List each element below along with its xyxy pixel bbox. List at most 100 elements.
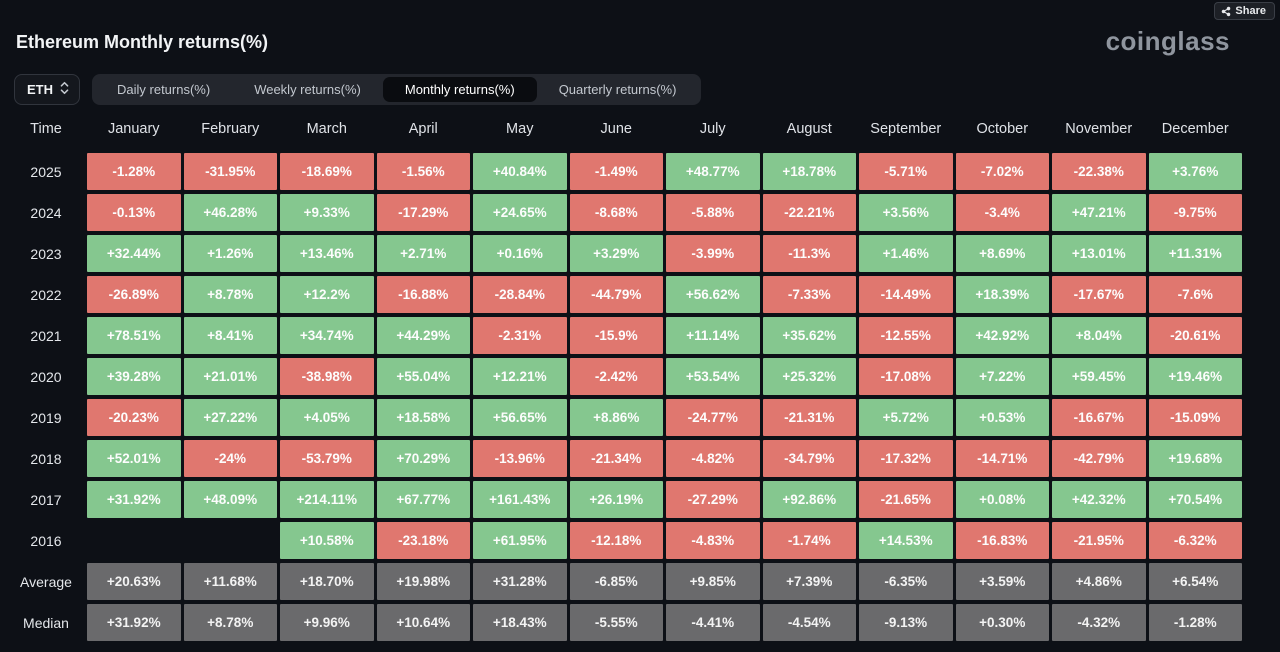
row-label-2024: 2024 (30, 204, 62, 221)
symbol-select-value: ETH (27, 82, 53, 97)
return-cell: +19.98% (376, 563, 470, 600)
return-cell: +0.53% (955, 399, 1049, 436)
return-cell: +21.01% (183, 358, 277, 395)
return-cell: -6.35% (859, 563, 953, 600)
return-cell: -24% (183, 440, 277, 477)
return-cell: +42.92% (955, 317, 1049, 354)
return-cell: -4.32% (1052, 604, 1146, 641)
month-column-header: November (1065, 120, 1133, 137)
return-cell: +3.56% (859, 194, 953, 231)
return-cell: +27.22% (183, 399, 277, 436)
return-cell: -12.55% (859, 317, 953, 354)
tab-daily[interactable]: Daily returns(%) (117, 82, 211, 97)
return-cell: +25.32% (762, 358, 856, 395)
month-column-header: June (600, 120, 632, 137)
return-cell: -17.29% (376, 194, 470, 231)
share-button[interactable]: Share (1214, 2, 1275, 20)
return-cell: -26.89% (87, 276, 181, 313)
tab-monthly[interactable]: Monthly returns(%) (382, 77, 537, 102)
return-cell: -13.96% (473, 440, 567, 477)
return-cell: +8.78% (183, 276, 277, 313)
return-cell: +18.58% (376, 399, 470, 436)
month-column-header: October (976, 120, 1029, 137)
month-column-header: September (870, 120, 942, 137)
return-cell: -27.29% (666, 481, 760, 518)
tab-weekly[interactable]: Weekly returns(%) (254, 82, 361, 97)
return-cell: -14.71% (955, 440, 1049, 477)
return-cell: -6.85% (569, 563, 663, 600)
share-icon (1221, 6, 1231, 17)
return-cell: -24.77% (666, 399, 760, 436)
return-cell: -17.32% (859, 440, 953, 477)
return-cell: +7.22% (955, 358, 1049, 395)
return-cell: +56.65% (473, 399, 567, 436)
tab-quarterly[interactable]: Quarterly returns(%) (558, 82, 677, 97)
return-cell: +46.28% (183, 194, 277, 231)
return-cell: -2.31% (473, 317, 567, 354)
return-cell: -12.18% (569, 522, 663, 559)
return-cell: +59.45% (1052, 358, 1146, 395)
return-cell: -16.88% (376, 276, 470, 313)
row-label-2020: 2020 (30, 368, 62, 385)
return-cell: -38.98% (280, 358, 374, 395)
return-cell: -28.84% (473, 276, 567, 313)
return-cell: +0.16% (473, 235, 567, 272)
return-cell: +18.43% (473, 604, 567, 641)
return-cell: -4.41% (666, 604, 760, 641)
row-label-2018: 2018 (30, 450, 62, 467)
return-cell: +18.78% (762, 153, 856, 190)
page-title: Ethereum Monthly returns(%) (16, 32, 269, 52)
return-cell: +8.04% (1052, 317, 1146, 354)
return-cell: -4.83% (666, 522, 760, 559)
returns-tab-group: Daily returns(%) Weekly returns(%) Monthly… (92, 74, 702, 105)
return-cell: +31.92% (87, 481, 181, 518)
return-cell: +9.96% (280, 604, 374, 641)
return-cell: -14.49% (859, 276, 953, 313)
return-cell: -6.32% (1148, 522, 1242, 559)
row-label-2019: 2019 (30, 409, 62, 426)
return-cell: +34.74% (280, 317, 374, 354)
return-cell: +32.44% (87, 235, 181, 272)
return-cell: -2.42% (569, 358, 663, 395)
return-cell: +11.31% (1148, 235, 1242, 272)
return-cell: -7.02% (955, 153, 1049, 190)
return-cell: +56.62% (666, 276, 760, 313)
return-cell: +11.14% (666, 317, 760, 354)
return-cell: +35.62% (762, 317, 856, 354)
month-column-header: July (699, 120, 726, 137)
month-column-header: April (408, 120, 438, 137)
return-cell: +92.86% (762, 481, 856, 518)
return-cell: -31.95% (183, 153, 277, 190)
return-cell: -8.68% (569, 194, 663, 231)
return-cell: +6.54% (1148, 563, 1242, 600)
return-cell: +52.01% (87, 440, 181, 477)
return-cell: -5.55% (569, 604, 663, 641)
return-cell: -21.95% (1052, 522, 1146, 559)
return-cell: +31.92% (87, 604, 181, 641)
share-button-label: Share (1235, 5, 1266, 17)
row-label-median: Median (23, 614, 69, 631)
return-cell: +61.95% (473, 522, 567, 559)
row-label-2023: 2023 (30, 245, 62, 262)
symbol-select[interactable]: ETH (14, 74, 80, 105)
return-cell: +67.77% (376, 481, 470, 518)
row-label-average: Average (20, 573, 72, 590)
month-column-header: December (1161, 120, 1229, 137)
return-cell: +1.46% (859, 235, 953, 272)
return-cell: -1.28% (87, 153, 181, 190)
return-cell: +9.33% (280, 194, 374, 231)
return-cell: +20.63% (87, 563, 181, 600)
return-cell: -18.69% (280, 153, 374, 190)
return-cell: -17.08% (859, 358, 953, 395)
return-cell: +3.59% (955, 563, 1049, 600)
return-cell: -7.33% (762, 276, 856, 313)
return-cell: +19.68% (1148, 440, 1242, 477)
return-cell: +44.29% (376, 317, 470, 354)
return-cell: -21.34% (569, 440, 663, 477)
return-cell: +12.21% (473, 358, 567, 395)
return-cell: +3.76% (1148, 153, 1242, 190)
month-column-header: February (201, 120, 260, 137)
return-cell: +18.39% (955, 276, 1049, 313)
return-cell: -42.79% (1052, 440, 1146, 477)
return-cell: -1.56% (376, 153, 470, 190)
